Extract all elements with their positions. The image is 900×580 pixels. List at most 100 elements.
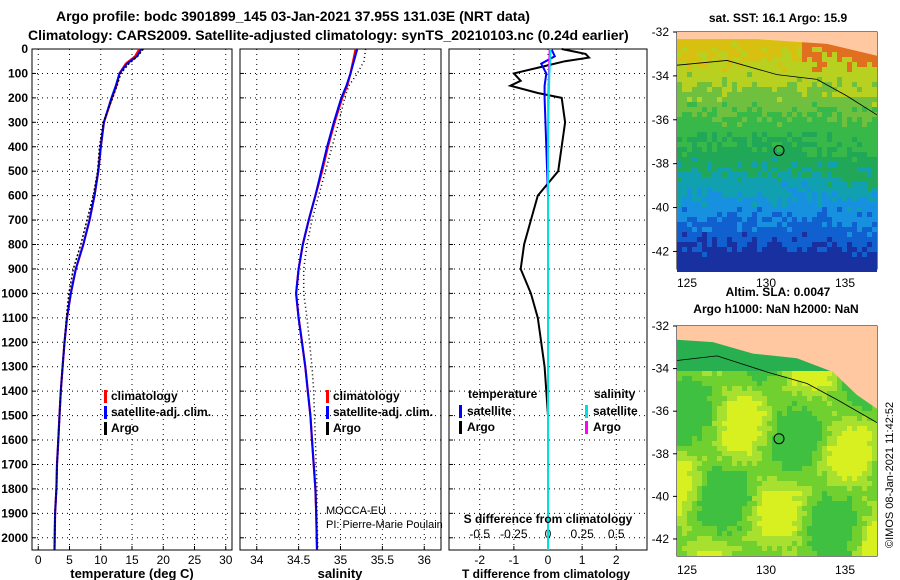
map-cell <box>702 242 707 247</box>
map-cell <box>702 446 707 451</box>
map-cell <box>682 127 687 132</box>
map-cell <box>682 526 687 531</box>
map-cell <box>762 441 767 446</box>
map-cell <box>802 97 807 102</box>
map-cell <box>682 441 687 446</box>
map-cell <box>727 162 732 167</box>
map-cell <box>687 396 692 401</box>
map-cell <box>767 167 772 172</box>
map-cell <box>842 381 847 386</box>
map-cell <box>857 486 862 491</box>
map-cell <box>677 47 682 52</box>
map-cell <box>782 501 787 506</box>
map-cell <box>677 107 682 112</box>
map-cell <box>722 401 727 406</box>
map-cell <box>857 162 862 167</box>
map-cell <box>787 401 792 406</box>
map-cell <box>832 237 837 242</box>
map-cell <box>762 536 767 541</box>
map-cell <box>777 77 782 82</box>
map-cell <box>802 207 807 212</box>
map-cell <box>817 197 822 202</box>
map-cell <box>782 92 787 97</box>
map-cell <box>812 172 817 177</box>
map-cell <box>727 436 732 441</box>
map-cell <box>842 152 847 157</box>
map-cell <box>722 521 727 526</box>
map-cell <box>867 97 872 102</box>
map-cell <box>782 511 787 516</box>
map-cell <box>777 197 782 202</box>
map-cell <box>832 82 837 87</box>
map-cell <box>767 257 772 262</box>
map-cell <box>747 132 752 137</box>
map-cell <box>802 396 807 401</box>
map-cell <box>822 371 827 376</box>
map-cell <box>842 222 847 227</box>
map-cell <box>797 72 802 77</box>
map-cell <box>837 162 842 167</box>
map-cell <box>752 47 757 52</box>
map-cell <box>787 72 792 77</box>
map-cell <box>857 536 862 541</box>
map-cell <box>682 456 687 461</box>
map-cell <box>682 356 687 361</box>
map-cell <box>732 192 737 197</box>
map-cell <box>737 426 742 431</box>
map-cell <box>822 436 827 441</box>
map-cell <box>782 257 787 262</box>
map-cell <box>742 82 747 87</box>
map-cell <box>872 456 877 461</box>
map-cell <box>822 506 827 511</box>
map-cell <box>742 217 747 222</box>
map-cell <box>732 411 737 416</box>
map-cell <box>872 167 877 172</box>
map-cell <box>772 227 777 232</box>
map-cell <box>732 177 737 182</box>
map-cell <box>687 247 692 252</box>
map-cell <box>762 67 767 72</box>
map-cell <box>842 526 847 531</box>
map-cell <box>852 82 857 87</box>
map-cell <box>852 207 857 212</box>
map-cell <box>822 232 827 237</box>
map-cell <box>787 182 792 187</box>
map-cell <box>677 147 682 152</box>
map-cell <box>827 127 832 132</box>
map-cell <box>777 436 782 441</box>
map-cell <box>852 212 857 217</box>
map-cell <box>727 361 732 366</box>
map-cell <box>867 232 872 237</box>
map-cell <box>777 172 782 177</box>
map-cell <box>717 481 722 486</box>
map-cell <box>787 227 792 232</box>
map-cell <box>687 197 692 202</box>
map-cell <box>722 132 727 137</box>
map-cell <box>687 476 692 481</box>
map-cell <box>682 232 687 237</box>
map-cell <box>702 511 707 516</box>
map-cell <box>862 82 867 87</box>
map-cell <box>797 546 802 551</box>
map-cell <box>707 92 712 97</box>
map-cell <box>742 471 747 476</box>
map-cell <box>717 237 722 242</box>
map-cell <box>842 426 847 431</box>
map-cell <box>862 486 867 491</box>
map-cell <box>767 496 772 501</box>
map-cell <box>792 396 797 401</box>
map-cell <box>802 217 807 222</box>
map-cell <box>747 187 752 192</box>
map-cell <box>702 122 707 127</box>
map-cell <box>792 227 797 232</box>
map-cell <box>822 222 827 227</box>
map-cell <box>832 212 837 217</box>
map-cell <box>757 127 762 132</box>
map-cell <box>777 217 782 222</box>
map-cell <box>727 132 732 137</box>
map-cell <box>757 132 762 137</box>
map-cell <box>692 117 697 122</box>
map-cell <box>677 137 682 142</box>
map-cell <box>767 162 772 167</box>
map-cell <box>767 247 772 252</box>
